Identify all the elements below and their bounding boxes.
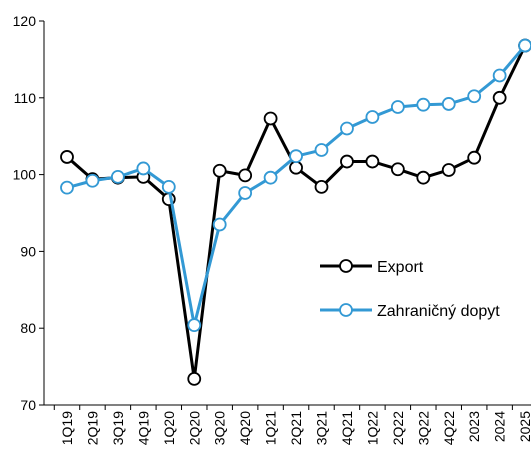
marker	[263, 170, 278, 185]
marker	[314, 143, 329, 157]
x-tick-label: 4Q19	[135, 411, 151, 445]
legend-label: Zahraničný dopyt	[377, 303, 500, 320]
marker	[289, 149, 303, 164]
marker	[161, 179, 176, 194]
marker	[492, 90, 507, 105]
marker	[390, 100, 405, 114]
x-tick-label: 1Q20	[161, 411, 177, 445]
x-tick-label: 2024	[492, 411, 508, 442]
y-tick-label: 90	[20, 243, 36, 259]
marker	[263, 111, 278, 126]
marker	[187, 371, 202, 386]
x-tick-label: 3Q21	[314, 411, 330, 445]
x-tick-label: 2Q22	[390, 411, 406, 445]
x-tick-label: 1Q19	[59, 411, 75, 445]
y-tick-label: 80	[20, 320, 36, 336]
x-tick-label: 1Q22	[364, 411, 380, 445]
x-tick-label: 2Q20	[186, 411, 202, 445]
x-tick-label: 3Q22	[415, 411, 431, 445]
marker	[340, 154, 354, 169]
x-tick-label: 4Q21	[339, 411, 355, 445]
marker	[111, 170, 125, 184]
y-tick-label: 70	[20, 397, 36, 413]
y-tick-label: 100	[13, 167, 37, 183]
legend-label: Export	[377, 259, 424, 276]
marker	[467, 89, 482, 104]
y-tick-label: 120	[13, 13, 37, 29]
marker	[212, 163, 227, 178]
marker	[441, 163, 456, 177]
marker	[467, 150, 482, 165]
line-series	[66, 44, 527, 327]
legend-marker	[339, 259, 353, 273]
marker	[340, 121, 354, 136]
marker	[60, 180, 74, 195]
marker	[365, 110, 380, 124]
x-tick-label: 3Q19	[110, 411, 126, 445]
marker	[136, 161, 151, 176]
marker	[441, 97, 456, 111]
x-tick-label: 4Q20	[237, 411, 253, 445]
marker	[518, 38, 531, 53]
marker	[416, 97, 431, 112]
marker	[60, 150, 74, 164]
marker	[492, 68, 507, 83]
marker	[365, 154, 380, 169]
marker	[238, 186, 253, 200]
x-tick-label: 3Q20	[212, 411, 228, 445]
x-tick-label: 2025	[517, 411, 531, 442]
x-tick-label: 4Q22	[441, 411, 457, 445]
x-tick-label: 2Q21	[288, 411, 304, 445]
marker	[289, 160, 303, 175]
x-tick-label: 2023	[466, 411, 482, 442]
x-tick-label: 1Q21	[263, 411, 279, 445]
marker	[416, 170, 431, 185]
marker	[238, 168, 253, 183]
marker	[390, 162, 405, 177]
marker	[85, 173, 100, 188]
marker	[212, 217, 227, 232]
x-tick-label: 2Q19	[84, 411, 100, 445]
line-series	[66, 44, 527, 381]
marker	[314, 179, 329, 194]
marker	[187, 318, 202, 333]
y-tick-label: 110	[14, 90, 37, 106]
legend-marker	[339, 303, 353, 317]
